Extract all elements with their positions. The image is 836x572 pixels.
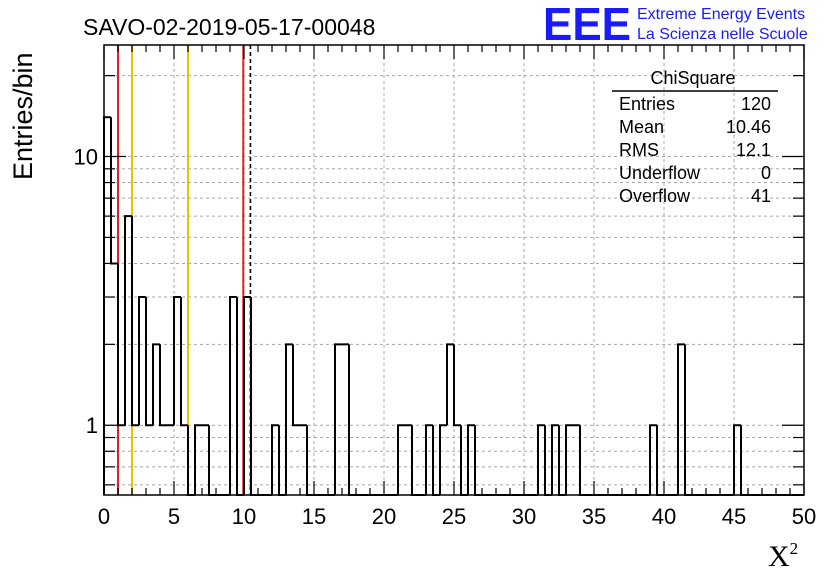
stats-value-overflow: 41 xyxy=(751,186,771,206)
x-tick-label: 35 xyxy=(582,504,606,529)
x-tick-label: 40 xyxy=(652,504,676,529)
histogram-bin xyxy=(152,343,160,426)
histogram-bin xyxy=(131,216,139,427)
histogram-bin xyxy=(159,344,167,427)
x-tick-label: 45 xyxy=(722,504,746,529)
stats-label-underflow: Underflow xyxy=(619,163,701,183)
x-tick-label: 5 xyxy=(168,504,180,529)
histogram-bin xyxy=(180,297,188,427)
y-axis-label: Entries/bin xyxy=(8,52,38,180)
chart-title: SAVO-02-2019-05-17-00048 xyxy=(83,14,375,40)
histogram-bin xyxy=(243,296,251,495)
histogram-bin xyxy=(649,424,657,495)
histogram-bin xyxy=(138,296,146,426)
stats-value-mean: 10.46 xyxy=(726,117,771,137)
histogram-bin xyxy=(110,117,118,265)
histogram-bin xyxy=(271,424,279,495)
stats-box: ChiSquare Entries 120 Mean 10.46 RMS 12.… xyxy=(612,68,778,206)
stats-label-rms: RMS xyxy=(619,140,659,160)
x-tick-label: 0 xyxy=(98,504,110,529)
histogram-bin xyxy=(292,344,300,427)
histogram-bin xyxy=(397,424,405,495)
histogram-bin xyxy=(425,424,433,495)
x-tick-label: 30 xyxy=(512,504,536,529)
histogram-bin xyxy=(348,344,356,496)
histogram-bin xyxy=(334,343,342,495)
y-tick-label: 1 xyxy=(86,413,98,438)
histogram-bin xyxy=(173,296,181,426)
logo-mark: EEE xyxy=(543,0,631,50)
histogram-bin xyxy=(103,116,111,495)
x-tick-label: 10 xyxy=(232,504,256,529)
stats-value-entries: 120 xyxy=(741,94,771,114)
histogram-bin xyxy=(551,424,559,495)
histogram-bin xyxy=(145,297,153,427)
y-tick-labels: 1 10 xyxy=(74,145,98,439)
histogram-bin xyxy=(733,424,741,495)
histogram-bin xyxy=(250,297,258,496)
histogram-bin xyxy=(124,215,132,426)
histogram-bin xyxy=(467,424,475,495)
histogram-bin xyxy=(453,344,461,427)
histogram-bin xyxy=(537,424,545,495)
histogram-bin xyxy=(684,344,692,496)
y-tick-label: 10 xyxy=(74,145,98,170)
logo-line1: Extreme Energy Events xyxy=(637,6,805,23)
plot-frame xyxy=(103,44,805,496)
x-tick-label: 25 xyxy=(442,504,466,529)
x-tick-label: 20 xyxy=(372,504,396,529)
stats-value-underflow: 0 xyxy=(761,163,771,183)
logo-line2: La Scienza nelle Scuole xyxy=(637,26,808,43)
stats-label-overflow: Overflow xyxy=(619,186,691,206)
histogram-bin xyxy=(565,424,573,495)
eee-logo: EEE Extreme Energy Events La Scienza nel… xyxy=(543,0,808,50)
x-axis-label: X2 xyxy=(768,539,798,572)
histogram-bin xyxy=(229,296,237,495)
histogram-bin xyxy=(194,424,202,495)
histogram-bin xyxy=(446,343,454,426)
histogram-bin xyxy=(677,343,685,495)
stats-title: ChiSquare xyxy=(650,68,735,88)
stats-value-rms: 12.1 xyxy=(736,140,771,160)
x-tick-label: 15 xyxy=(302,504,326,529)
x-tick-labels: 0 5 10 15 20 25 30 35 40 45 50 xyxy=(98,504,816,529)
stats-label-mean: Mean xyxy=(619,117,664,137)
histogram-bin xyxy=(439,424,447,495)
stats-label-entries: Entries xyxy=(619,94,675,114)
x-tick-label: 50 xyxy=(792,504,816,529)
histogram-bin xyxy=(285,343,293,495)
